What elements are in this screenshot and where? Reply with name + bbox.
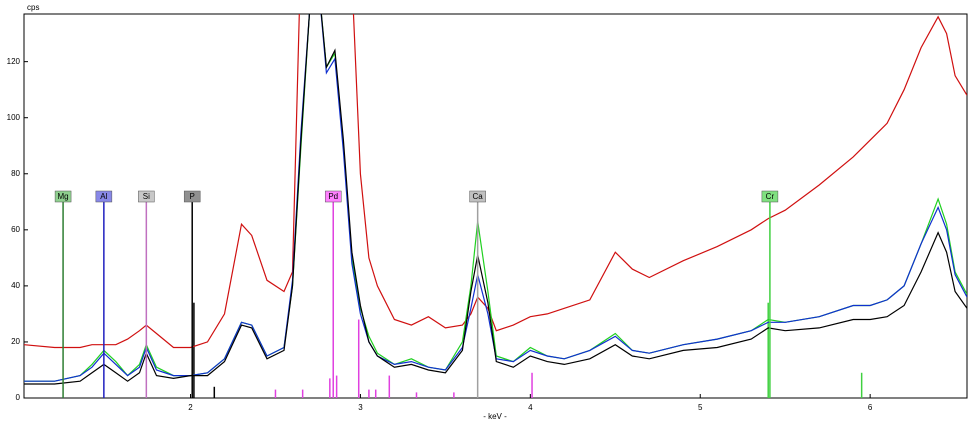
- plot-frame: [23, 13, 968, 399]
- y-tick-label: 40: [11, 281, 20, 290]
- spectrum-line: [24, 14, 967, 382]
- x-tick-label: 2: [188, 403, 193, 412]
- spectrum-line: [24, 14, 967, 349]
- x-tick-label: 5: [698, 403, 703, 412]
- y-tick-label: 0: [16, 393, 21, 402]
- y-tick-label: 80: [11, 169, 20, 178]
- element-label-box: [469, 190, 486, 203]
- element-label-box: [54, 190, 72, 203]
- y-axis-label: cps: [27, 3, 39, 12]
- element-label: Al: [100, 192, 107, 201]
- y-tick-label: 20: [11, 337, 20, 346]
- x-tick-label: 6: [868, 403, 873, 412]
- element-label: Mg: [58, 192, 69, 201]
- element-label-box: [95, 190, 113, 203]
- element-label: P: [190, 192, 195, 201]
- element-label: Pd: [328, 192, 338, 201]
- spectrum-line: [24, 14, 967, 385]
- x-tick-label: 4: [528, 403, 533, 412]
- plot-area: [24, 14, 967, 398]
- y-tick-label: 60: [11, 225, 20, 234]
- element-label-box: [761, 190, 779, 203]
- x-tick-label: 3: [358, 403, 363, 412]
- x-axis-label: - keV -: [483, 412, 507, 421]
- element-label-box: [138, 190, 155, 203]
- element-label: Si: [143, 192, 150, 201]
- element-label-box: [183, 190, 201, 203]
- element-label-box: [324, 190, 342, 203]
- element-label: Cr: [766, 192, 775, 201]
- y-tick-label: 100: [7, 113, 21, 122]
- y-tick-label: 120: [7, 57, 21, 66]
- element-label: Ca: [473, 192, 484, 201]
